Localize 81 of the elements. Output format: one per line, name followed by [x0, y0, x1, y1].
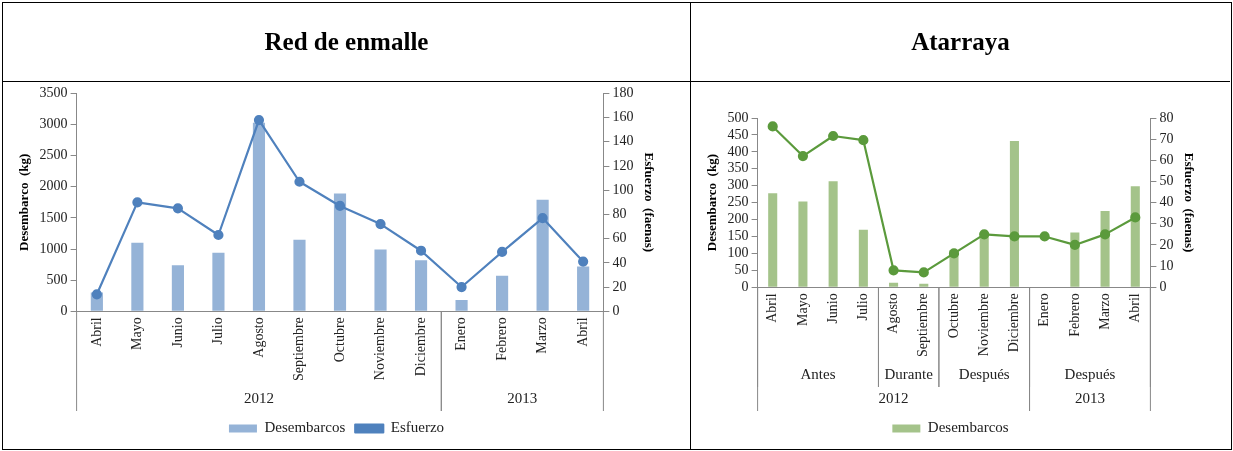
x-tick-label: Mayo — [794, 293, 810, 326]
x-tick-label: Julio — [855, 293, 871, 321]
y2-tick-label: 20 — [612, 278, 627, 294]
x-tick-label: Septiembre — [291, 317, 307, 382]
y-tick-label: 400 — [727, 143, 749, 159]
y-tick-label: 50 — [734, 261, 749, 277]
y2-tick-label: 40 — [612, 254, 627, 270]
y2-tick-label: 120 — [612, 157, 634, 173]
y-tick-label: 450 — [727, 126, 749, 142]
x-tick-label: Febrero — [1066, 293, 1082, 337]
text: Antes — [800, 365, 836, 382]
y2-tick-label: 180 — [612, 85, 634, 101]
y2-tick-label: 0 — [1159, 278, 1167, 294]
y2-tick-label: 0 — [612, 302, 620, 318]
y-tick-label: 2000 — [39, 178, 68, 194]
y-tick-label: 100 — [727, 245, 749, 261]
y-tick-label: 300 — [727, 177, 749, 193]
y-tick-label: 1500 — [39, 209, 68, 225]
y2-tick-label: 60 — [1159, 151, 1174, 167]
text: Después — [1064, 365, 1116, 382]
y-axis-title: Desembarco (kg) — [16, 153, 32, 251]
y2-tick-label: 20 — [1159, 236, 1174, 252]
text: 2012 — [878, 389, 909, 406]
text: Durante — [884, 365, 934, 382]
x-tick-label: Julio — [210, 317, 226, 345]
legend-label: Desembarcos — [927, 419, 1009, 436]
legend-label: Desembarcos — [264, 419, 346, 436]
y-tick-label: 250 — [727, 194, 749, 210]
x-tick-label: Mayo — [129, 317, 145, 350]
y2-tick-label: 10 — [1159, 257, 1174, 273]
y-tick-label: 0 — [60, 302, 68, 318]
y2-tick-label: 80 — [612, 206, 627, 222]
x-tick-label: Noviembre — [372, 317, 388, 381]
y2-tick-label: 80 — [1159, 109, 1174, 125]
x-tick-label: Enero — [453, 317, 469, 351]
x-tick-label: Septiembre — [915, 293, 931, 358]
x-tick-label: Agosto — [885, 293, 901, 334]
x-tick-label: Abril — [574, 317, 590, 347]
text: 2012 — [243, 389, 274, 406]
y-tick-label: 0 — [741, 278, 749, 294]
x-tick-label: Enero — [1036, 293, 1052, 327]
y-tick-label: 500 — [46, 271, 68, 287]
y2-tick-label: 140 — [612, 133, 634, 149]
y2-tick-label: 160 — [612, 109, 634, 125]
y-tick-label: 1000 — [39, 240, 68, 256]
chart-title: Atarraya — [691, 3, 1230, 82]
x-tick-label: Octubre — [945, 293, 961, 339]
y2-axis-title: Esfuerzo (faenas) — [641, 152, 657, 253]
x-tick-label: Diciembre — [1006, 293, 1022, 353]
y2-axis-title: Esfuerzo (faenas) — [1181, 152, 1197, 253]
y2-tick-label: 50 — [1159, 173, 1174, 189]
x-tick-label: Junio — [824, 293, 840, 324]
text: 2013 — [507, 389, 538, 406]
y-tick-label: 200 — [727, 211, 749, 227]
x-tick-label: Noviembre — [975, 293, 991, 357]
x-tick-label: Abril — [88, 317, 104, 347]
legend-label: Esfuerzo — [390, 419, 445, 436]
y-axis-title: Desembarco (kg) — [704, 154, 720, 252]
x-tick-label: Abril — [1126, 293, 1142, 323]
x-tick-label: Octubre — [331, 317, 347, 363]
y-tick-label: 150 — [727, 228, 749, 244]
y-tick-label: 2500 — [39, 147, 68, 163]
x-tick-label: Diciembre — [412, 317, 428, 377]
text: 2013 — [1074, 389, 1105, 406]
x-tick-label: Junio — [169, 317, 185, 348]
y-tick-label: 3000 — [39, 116, 68, 132]
x-tick-label: Marzo — [534, 317, 550, 354]
y2-tick-label: 30 — [1159, 215, 1174, 231]
x-tick-label: Abril — [764, 293, 780, 323]
chart-title: Red de enmalle — [3, 3, 690, 82]
y2-tick-label: 40 — [1159, 194, 1174, 210]
y2-tick-label: 100 — [612, 181, 634, 197]
y-tick-label: 350 — [727, 160, 749, 176]
x-tick-label: Agosto — [250, 317, 266, 358]
y2-tick-label: 70 — [1159, 130, 1174, 146]
text: Después — [958, 365, 1010, 382]
y2-tick-label: 60 — [612, 230, 627, 246]
y-tick-label: 3500 — [39, 85, 68, 101]
x-tick-label: Febrero — [493, 317, 509, 361]
x-tick-label: Marzo — [1096, 293, 1112, 330]
y-tick-label: 500 — [727, 109, 749, 125]
